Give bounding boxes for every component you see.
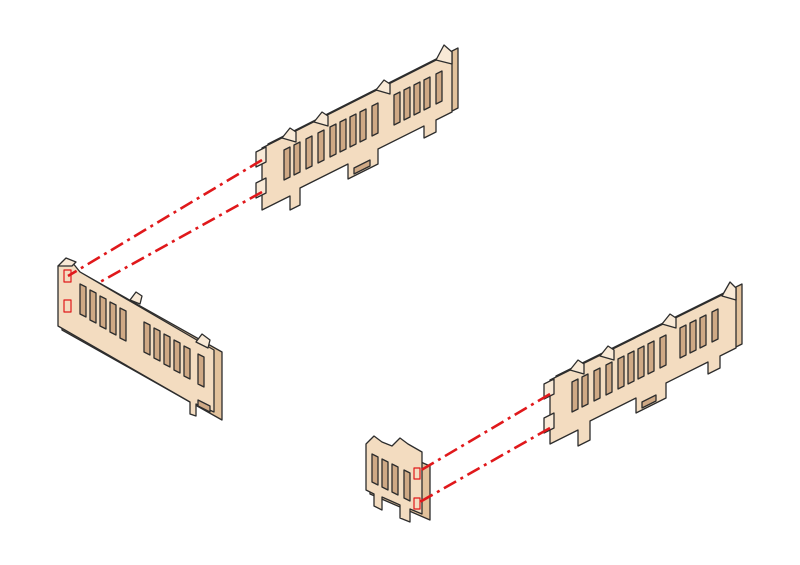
joint-guide-back-left [67, 158, 263, 284]
fence-panel-front-short [365, 435, 431, 523]
picket-slots-right [571, 308, 719, 413]
fence-panel-right-long [543, 281, 743, 447]
picket-slots-front [371, 453, 411, 502]
joint-guide-right-front [417, 392, 551, 505]
fence-panel-left-long [57, 257, 223, 421]
fence-panel-back-long [255, 44, 459, 211]
picket-slots-left [79, 283, 205, 388]
picket-slots-back [283, 70, 443, 181]
